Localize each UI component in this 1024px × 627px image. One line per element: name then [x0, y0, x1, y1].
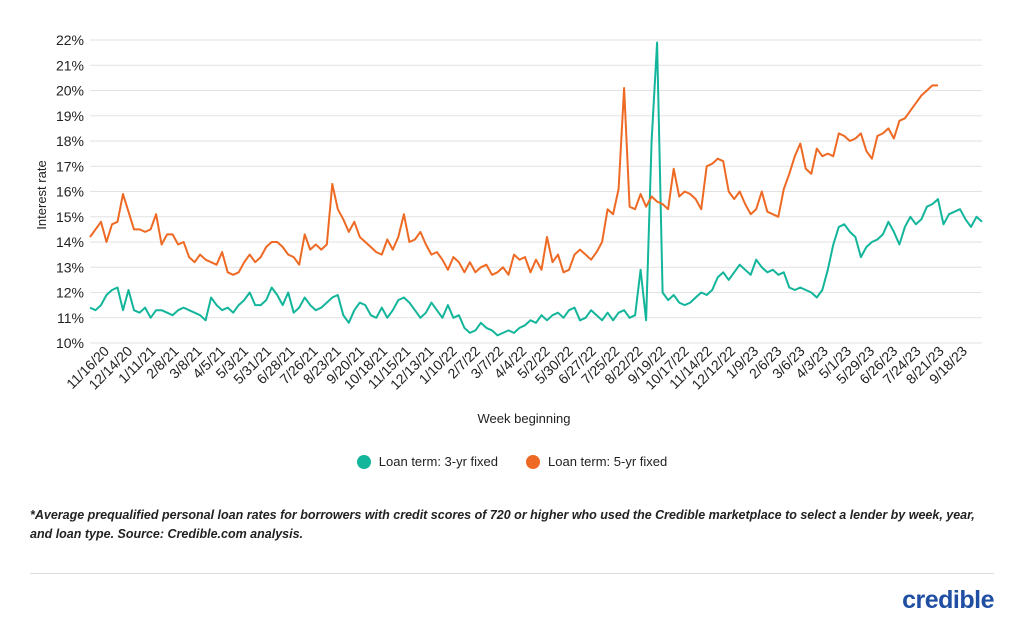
- legend-marker-5yr: [526, 454, 540, 469]
- line-chart: 10%11%12%13%14%15%16%17%18%19%20%21%22% …: [34, 32, 983, 426]
- y-tick-label: 16%: [56, 184, 84, 200]
- legend-label-5yr: Loan term: 5-yr fixed: [548, 454, 668, 469]
- y-tick-label: 14%: [56, 234, 84, 250]
- legend: Loan term: 3-yr fixed Loan term: 5-yr fi…: [0, 454, 1024, 469]
- y-tick-label: 21%: [56, 57, 84, 73]
- y-tick-label: 18%: [56, 133, 84, 149]
- legend-label-3yr: Loan term: 3-yr fixed: [378, 454, 498, 469]
- series-line-5yr: [89, 84, 938, 276]
- divider: [30, 573, 994, 574]
- y-tick-label: 22%: [56, 32, 84, 48]
- credible-logo[interactable]: credible: [902, 586, 994, 614]
- legend-item-3yr: Loan term: 3-yr fixed: [356, 454, 498, 469]
- gridlines: [90, 39, 982, 344]
- y-tick-label: 15%: [56, 209, 84, 225]
- y-tick-label: 10%: [56, 335, 84, 351]
- series-lines: [89, 41, 983, 337]
- y-tick-label: 13%: [56, 259, 84, 275]
- legend-marker-3yr: [356, 454, 371, 469]
- y-tick-label: 17%: [56, 158, 84, 174]
- y-tick-label: 12%: [56, 285, 84, 301]
- footnote: *Average prequalified personal loan rate…: [30, 508, 975, 541]
- legend-item-5yr: Loan term: 5-yr fixed: [526, 454, 667, 469]
- series-line-3yr: [89, 41, 983, 337]
- y-axis-label: Interest rate: [34, 160, 49, 229]
- y-axis-ticks: 10% 11% 12% 13% 14% 15% 16% 17% 18% 19% 20% 21% 22%: [56, 32, 84, 351]
- y-tick-label: 11%: [57, 310, 84, 326]
- x-axis-ticks: 11/16/2012/14/201/11/212/8/213/8/214/5/2…: [63, 343, 970, 393]
- y-tick-label: 19%: [56, 108, 84, 124]
- y-tick-label: 20%: [56, 83, 84, 99]
- x-axis-label: Week beginning: [478, 411, 571, 426]
